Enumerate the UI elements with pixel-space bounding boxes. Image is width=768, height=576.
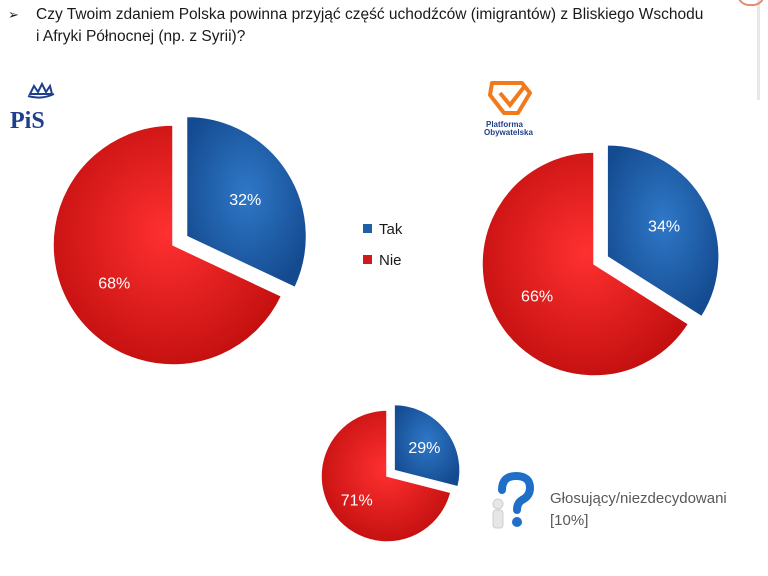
legend: Tak Nie (363, 221, 403, 269)
legend-label-nie: Nie (379, 252, 402, 269)
pie-po-slice-tak-label: 34% (648, 218, 680, 235)
pie-pis-slice-tak (185, 115, 308, 289)
pie-po-slice-nie-label: 66% (521, 288, 553, 305)
pie-pis-slice-nie (52, 124, 283, 366)
question-text-block: ➢ Czy Twoim zdaniem Polska powinna przyj… (8, 4, 708, 48)
pis-crown-icon (28, 81, 54, 95)
pie-po-slice-tak (606, 144, 720, 318)
pis-eagle-stroke (27, 93, 55, 99)
pie-pis-slice-nie-label: 68% (98, 275, 130, 292)
pie-undecided-slice-tak (393, 403, 461, 488)
pis-logo-text: PiS (10, 108, 45, 134)
bullet-arrow-icon: ➢ (8, 7, 19, 22)
pie-undecided-slice-nie-label: 71% (341, 492, 373, 509)
undecided-label-line1: Głosujący/niezdecydowani (550, 490, 727, 507)
scrollbar-edge (757, 0, 760, 100)
pie-undecided-slice-tak-label: 29% (408, 440, 440, 457)
po-logo-text-1: Platforma (486, 120, 523, 129)
legend-swatch-tak (363, 224, 372, 233)
undecided-label-line2: [10%] (550, 512, 589, 529)
question-person-icon (492, 471, 535, 529)
pie-pis-slice-tak-label: 32% (229, 192, 261, 209)
question-text: Czy Twoim zdaniem Polska powinna przyjąć… (36, 6, 704, 45)
po-logo-text-2: Obywatelska (484, 128, 533, 137)
legend-swatch-nie (363, 255, 372, 264)
pie-undecided-slice-nie (320, 409, 452, 543)
po-logo: Platforma Obywatelska (484, 81, 533, 137)
pie-po-slice-nie (481, 151, 690, 377)
pis-logo: PiS (10, 81, 55, 134)
legend-label-tak: Tak (379, 221, 403, 238)
po-check-icon (498, 85, 526, 109)
po-heart-icon (488, 81, 532, 115)
undecided-label: Głosujący/niezdecydowani [10%] (550, 488, 727, 532)
pies-group: 32% 68% 34% 66% 29% 71% (52, 115, 720, 543)
